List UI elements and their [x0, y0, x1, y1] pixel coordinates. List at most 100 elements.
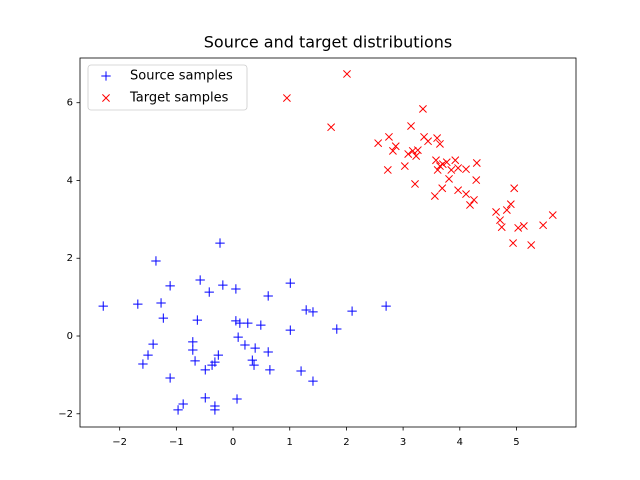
point	[514, 223, 523, 232]
point	[539, 221, 548, 230]
legend-marker	[101, 71, 111, 81]
point	[243, 318, 253, 328]
point	[133, 299, 143, 309]
point	[158, 313, 169, 323]
point	[249, 360, 259, 370]
point	[418, 104, 427, 113]
plot-frame	[79, 57, 577, 428]
point	[509, 239, 518, 248]
point	[235, 318, 245, 328]
point	[232, 394, 242, 404]
legend: Source samples Target samples	[87, 64, 248, 111]
point	[472, 176, 481, 185]
legend-label: Source samples	[130, 69, 233, 84]
point	[466, 201, 474, 209]
point	[301, 305, 311, 315]
point	[138, 359, 148, 369]
point	[332, 324, 342, 334]
point	[156, 298, 166, 308]
point	[472, 159, 481, 167]
x-tick-label: 0	[230, 437, 236, 448]
point	[343, 69, 351, 78]
point	[374, 139, 383, 148]
point	[285, 325, 295, 335]
point	[433, 166, 442, 174]
point	[506, 200, 515, 209]
point	[413, 146, 422, 155]
point	[285, 278, 295, 288]
point	[347, 306, 357, 316]
point	[438, 160, 447, 169]
point	[497, 223, 506, 232]
point	[240, 340, 250, 350]
point	[436, 139, 444, 148]
point	[200, 393, 210, 403]
point	[430, 192, 439, 200]
point	[519, 222, 528, 230]
point	[98, 301, 108, 311]
point	[527, 241, 536, 249]
point	[143, 350, 153, 360]
x-tick-label: −2	[112, 437, 127, 448]
point	[263, 347, 273, 357]
legend-box	[87, 64, 248, 111]
point	[308, 307, 318, 317]
point	[148, 339, 158, 349]
point	[384, 132, 393, 141]
point	[400, 162, 409, 171]
point	[265, 365, 275, 375]
y-tick-label: 0	[67, 331, 73, 342]
point	[190, 356, 200, 366]
point	[432, 156, 440, 165]
point	[442, 158, 451, 167]
point	[438, 184, 447, 193]
point	[492, 208, 501, 216]
point	[215, 238, 225, 248]
point	[173, 405, 183, 415]
point	[231, 316, 241, 326]
point	[447, 166, 456, 174]
chart-title: Source and target distributions	[204, 33, 452, 52]
point	[411, 180, 419, 188]
legend-label: Target samples	[129, 91, 229, 106]
point	[412, 152, 421, 160]
point	[210, 405, 220, 415]
point	[204, 287, 214, 297]
point	[282, 94, 291, 103]
point	[502, 206, 511, 214]
x-tick-label: 3	[400, 437, 406, 448]
y-tick-label: −2	[58, 409, 73, 420]
point	[424, 137, 433, 146]
point	[195, 275, 205, 285]
point	[231, 284, 241, 294]
point	[407, 122, 415, 130]
point	[200, 365, 210, 375]
point	[433, 134, 442, 143]
point	[388, 146, 397, 155]
point	[151, 256, 161, 266]
point	[451, 156, 460, 165]
point	[445, 174, 453, 183]
x-tick-label: 2	[343, 437, 349, 448]
point	[207, 360, 217, 370]
point	[548, 211, 557, 220]
point	[383, 166, 392, 174]
x-tick-label: 1	[287, 437, 293, 448]
point	[454, 164, 463, 172]
point	[188, 337, 198, 347]
point	[462, 190, 470, 199]
point	[178, 399, 188, 409]
point	[470, 195, 478, 204]
point	[233, 332, 243, 342]
point	[247, 355, 258, 365]
point	[454, 186, 463, 195]
x-tick-label: −1	[169, 437, 184, 448]
point	[263, 291, 273, 301]
y-tick-label: 6	[67, 98, 73, 109]
point	[188, 345, 198, 355]
point	[327, 123, 336, 132]
point	[192, 315, 203, 325]
point	[381, 301, 391, 311]
point	[510, 184, 519, 193]
y-tick-label: 2	[67, 253, 73, 264]
